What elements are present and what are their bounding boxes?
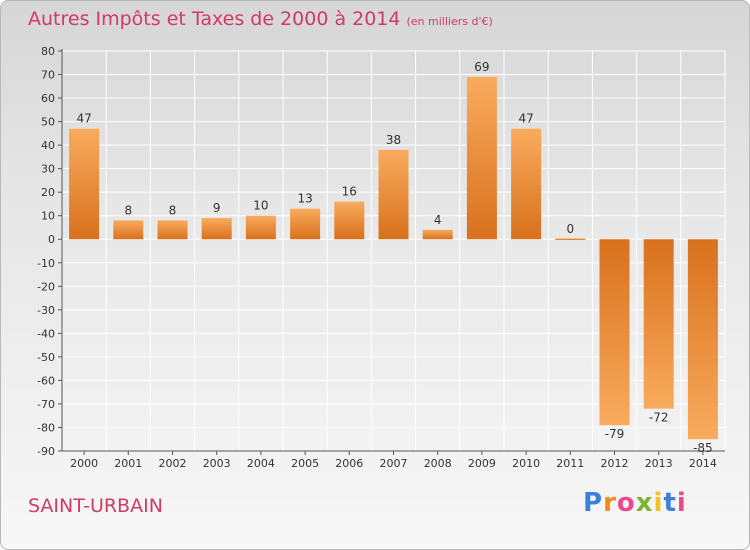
y-tick-label: 20 <box>41 186 55 199</box>
bar-2007 <box>378 149 409 240</box>
bar-2009 <box>466 76 497 240</box>
bar-2000 <box>69 128 100 240</box>
bar-2010 <box>511 128 542 240</box>
data-label-2013: -72 <box>649 411 669 425</box>
x-tick-label-2007: 2007 <box>380 457 408 470</box>
commune-name: SAINT-URBAIN <box>28 495 163 517</box>
x-tick-label-2000: 2000 <box>70 457 98 470</box>
y-tick-label: -40 <box>37 327 55 340</box>
x-tick-label-2006: 2006 <box>335 457 363 470</box>
y-tick-label: -90 <box>37 445 55 458</box>
bar-2003 <box>201 218 232 240</box>
bar-2012 <box>599 239 630 426</box>
data-label-2004: 10 <box>253 199 268 213</box>
x-tick-label-2012: 2012 <box>601 457 629 470</box>
bars <box>69 76 718 440</box>
bar-2004 <box>245 215 276 240</box>
y-tick-label: 30 <box>41 163 55 176</box>
y-tick-label: 80 <box>41 45 55 58</box>
y-tick-label: 70 <box>41 69 55 82</box>
y-tick-label: 40 <box>41 139 55 152</box>
y-tick-label: 10 <box>41 210 55 223</box>
chart-title-main: Autres Impôts et Taxes de 2000 à 2014 <box>28 8 401 30</box>
x-tick-label-2010: 2010 <box>512 457 540 470</box>
y-tick-label: 50 <box>41 116 55 129</box>
x-tick-label-2009: 2009 <box>468 457 496 470</box>
data-label-2012: -79 <box>605 427 625 441</box>
x-tick-labels: 2000 2001 2002 2003 2004 2005 2006 2007 2008 2009… <box>70 457 717 470</box>
x-tick-label-2013: 2013 <box>645 457 673 470</box>
y-tick-label: -70 <box>37 398 55 411</box>
grid-lines <box>61 50 726 452</box>
y-tick-label: -10 <box>37 257 55 270</box>
data-label-2005: 13 <box>297 192 312 206</box>
x-tick-label-2005: 2005 <box>291 457 319 470</box>
data-label-2009: 69 <box>474 60 489 74</box>
data-label-2008: 4 <box>434 213 442 227</box>
bar-2014 <box>687 239 718 440</box>
x-tick-label-2011: 2011 <box>556 457 584 470</box>
data-label-2002: 8 <box>169 203 177 217</box>
data-label-2003: 9 <box>213 201 221 215</box>
axes <box>58 49 725 455</box>
data-label-2010: 47 <box>518 112 533 126</box>
x-tick-label-2008: 2008 <box>424 457 452 470</box>
data-labels: 47 8 8 9 10 13 16 38 4 69 47 0 -79 -72 -85 <box>76 60 712 455</box>
y-tick-label: -60 <box>37 374 55 387</box>
bar-2013 <box>643 239 674 409</box>
data-label-2000: 47 <box>76 112 91 126</box>
x-tick-label-2002: 2002 <box>159 457 187 470</box>
bar-2011 <box>555 238 586 240</box>
bar-2008 <box>422 229 453 240</box>
bar-2002 <box>157 220 188 240</box>
chart-title-unit: (en milliers d'€) <box>406 15 493 28</box>
chart-title: Autres Impôts et Taxes de 2000 à 2014 (en… <box>28 8 493 30</box>
y-tick-label: 60 <box>41 92 55 105</box>
y-tick-label: -80 <box>37 421 55 434</box>
y-tick-label: -30 <box>37 304 55 317</box>
data-label-2011: 0 <box>566 222 574 236</box>
x-tick-label-2001: 2001 <box>114 457 142 470</box>
data-label-2001: 8 <box>124 203 132 217</box>
x-tick-label-2014: 2014 <box>689 457 717 470</box>
data-label-2014: -85 <box>693 441 713 455</box>
proxiti-logo: Proxiti <box>583 488 687 518</box>
data-label-2006: 16 <box>342 185 357 199</box>
x-tick-label-2004: 2004 <box>247 457 275 470</box>
data-label-2007: 38 <box>386 133 401 147</box>
y-tick-labels: 80 70 60 50 40 30 20 10 0 -10 -20 -30 -40 -50 -60 -70 -8… <box>37 45 55 458</box>
x-tick-label-2003: 2003 <box>203 457 231 470</box>
bar-2006 <box>334 201 365 240</box>
y-tick-label: -20 <box>37 280 55 293</box>
y-tick-label: 0 <box>48 233 55 246</box>
bar-2005 <box>290 208 321 240</box>
bar-2001 <box>113 220 144 240</box>
y-tick-label: -50 <box>37 351 55 364</box>
